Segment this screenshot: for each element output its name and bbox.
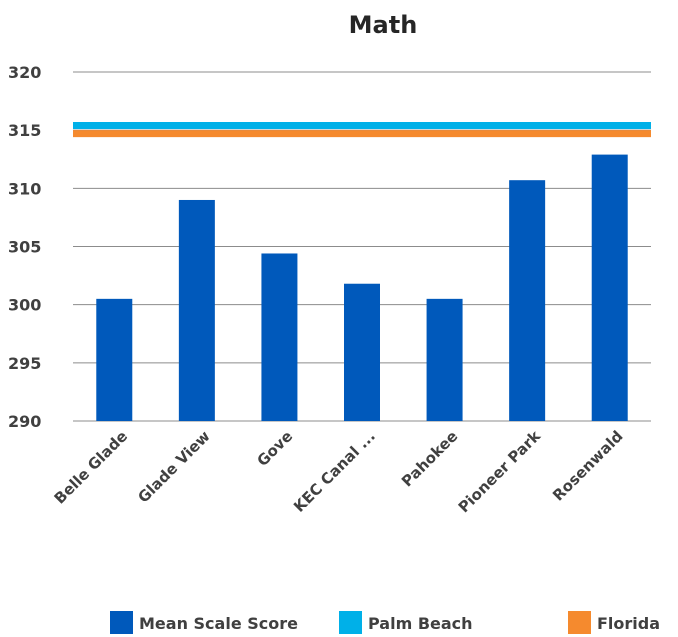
y-tick-label: 295 bbox=[8, 354, 41, 373]
y-tick-label: 320 bbox=[8, 63, 41, 82]
legend-swatch bbox=[110, 611, 133, 634]
x-tick-label: KEC Canal ... bbox=[290, 427, 379, 516]
bar-1 bbox=[96, 298, 133, 421]
y-tick-label: 310 bbox=[8, 179, 41, 198]
bar-6 bbox=[509, 180, 546, 421]
y-tick-label: 315 bbox=[8, 121, 41, 140]
x-tick-label: Pahokee bbox=[398, 427, 461, 490]
legend: Mean Scale Score Palm Beach Florida bbox=[110, 611, 660, 634]
y-axis-ticks: 290 295 300 305 310 315 320 bbox=[8, 63, 41, 431]
bars bbox=[96, 154, 628, 421]
y-tick-label: 305 bbox=[8, 238, 41, 257]
reference-lines bbox=[73, 122, 651, 138]
y-tick-label: 290 bbox=[8, 412, 41, 431]
bar-7 bbox=[591, 154, 628, 421]
legend-label: Mean Scale Score bbox=[139, 614, 298, 633]
legend-label: Palm Beach bbox=[368, 614, 473, 633]
x-tick-label: Rosenwald bbox=[549, 427, 626, 504]
bar-3 bbox=[261, 253, 298, 421]
legend-swatch bbox=[568, 611, 591, 634]
x-tick-label: Glade View bbox=[134, 427, 213, 506]
x-tick-label: Gove bbox=[253, 427, 296, 470]
y-tick-label: 300 bbox=[8, 296, 41, 315]
bar-5 bbox=[426, 298, 463, 421]
x-tick-label: Pioneer Park bbox=[455, 426, 545, 516]
chart-title: Math bbox=[349, 11, 418, 39]
bar-2 bbox=[178, 199, 215, 421]
x-tick-label: Belle Glade bbox=[51, 427, 131, 507]
legend-swatch bbox=[339, 611, 362, 634]
legend-label: Florida bbox=[597, 614, 660, 633]
bar-4 bbox=[344, 283, 380, 421]
